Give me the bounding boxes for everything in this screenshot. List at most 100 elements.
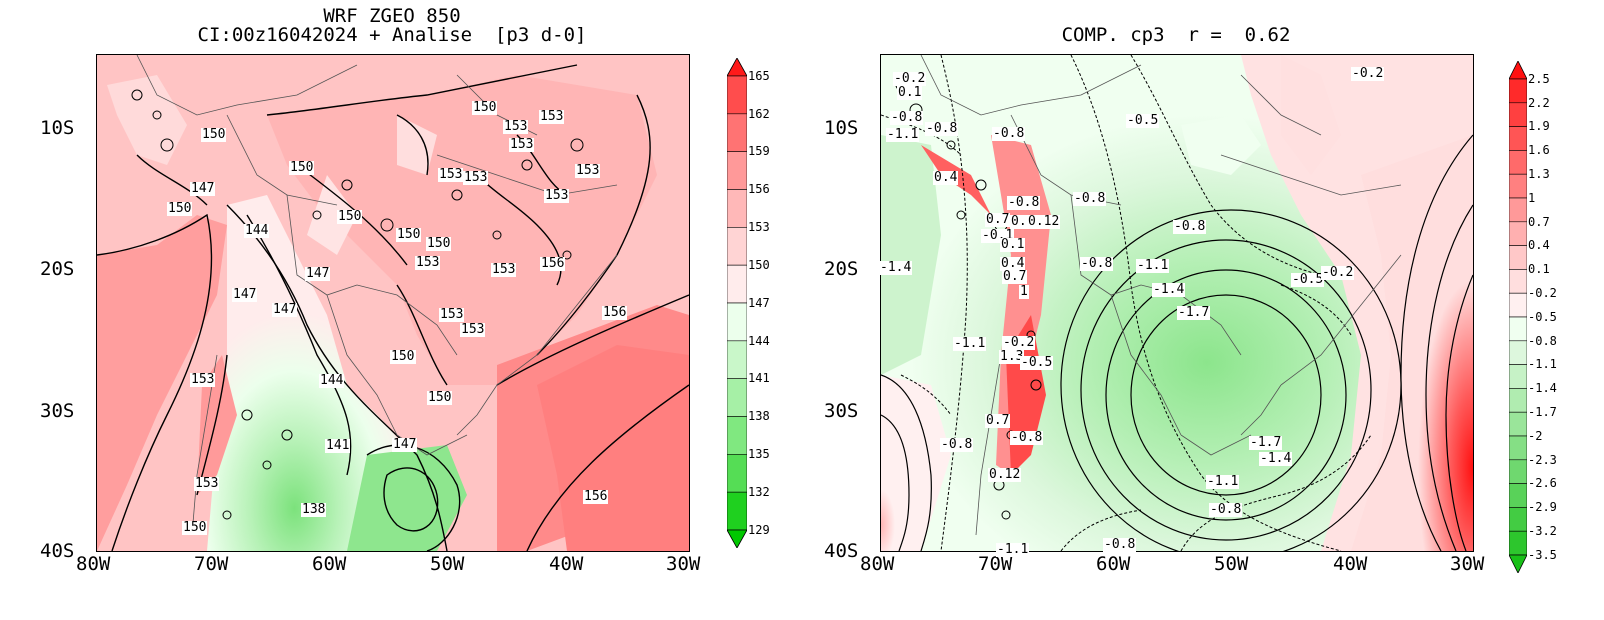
right-map-area	[880, 54, 1474, 552]
contour-label: 153	[190, 372, 216, 387]
right-x-tick-70w: 70W	[978, 553, 1013, 575]
right-x-tick-50w: 50W	[1214, 553, 1249, 575]
contour-label: 147	[305, 266, 331, 281]
contour-label: 0.7	[985, 413, 1011, 428]
colorbar-bottom-arrow	[1509, 554, 1527, 573]
contour-label: 1.3	[999, 349, 1025, 364]
contour-label: -0.2	[1321, 265, 1355, 280]
contour-label: 0.12	[1027, 214, 1061, 229]
colorbar-segment	[1509, 245, 1527, 270]
colorbar-top-arrow	[1509, 61, 1527, 80]
colorbar-bottom-arrow	[727, 529, 747, 548]
left-northwest-area	[107, 75, 187, 165]
contour-label: -1.4	[879, 260, 913, 275]
colorbar-segment	[727, 416, 747, 455]
colorbar-segment	[1509, 530, 1527, 556]
contour-label: 153	[503, 119, 529, 134]
contour-label: -1.7	[1249, 435, 1283, 450]
left-low-core	[347, 445, 467, 551]
colorbar-segment	[727, 491, 747, 531]
colorbar-segment	[727, 340, 747, 379]
colorbar-label: 1.3	[1528, 167, 1550, 181]
colorbar-label: -0.2	[1528, 286, 1557, 300]
contour-label: 1	[1019, 284, 1029, 299]
colorbar-label: 141	[748, 371, 770, 386]
contour-label: 147	[190, 181, 216, 196]
colorbar-label: -2.6	[1528, 476, 1557, 491]
contour-label: 150	[182, 520, 208, 535]
colorbar-segment	[727, 302, 747, 342]
contour-label: 147	[272, 302, 298, 317]
contour-label: -1.1	[1206, 474, 1240, 489]
contour-label: -1.7	[1177, 305, 1211, 320]
colorbar-label: -2	[1528, 428, 1543, 443]
contour-label: 0.1	[1000, 237, 1026, 252]
colorbar-segment	[1509, 292, 1527, 318]
right-map-fill	[881, 55, 1473, 551]
right-west-pacific	[881, 375, 951, 551]
colorbar-label: 147	[748, 295, 770, 310]
contour-label: -0.2	[1351, 66, 1385, 81]
colorbar-label: 129	[748, 522, 770, 537]
left-x-tick-60w: 60W	[312, 553, 347, 575]
contour-label: -1.1	[996, 542, 1030, 557]
contour-label: 150	[472, 100, 498, 115]
colorbar-label: 156	[748, 182, 770, 197]
contour-label: -0.8	[1007, 195, 1041, 210]
contour-label: 153	[439, 307, 465, 322]
contour-label: 147	[392, 437, 418, 452]
contour-label: -0.2	[1002, 335, 1036, 350]
colorbar-segment	[1509, 78, 1527, 104]
colorbar-label: -1.7	[1528, 405, 1557, 419]
contour-label: -0.8	[1173, 219, 1207, 234]
contour-label: 150	[337, 209, 363, 224]
colorbar-segment	[727, 378, 747, 417]
right-y-tick-10s: 10S	[824, 117, 859, 139]
contour-label: -0.8	[1080, 256, 1114, 271]
colorbar-label: -2.9	[1528, 500, 1557, 515]
contour-label: -1.1	[1136, 258, 1170, 273]
contour-label: 0.7	[985, 212, 1011, 227]
contour-label: 0.7	[1002, 269, 1028, 284]
colorbar-segment	[1509, 102, 1527, 127]
contour-label: 0.1	[897, 85, 923, 100]
contour-label: 153	[463, 170, 489, 185]
right-x-tick-30w: 30W	[1450, 553, 1485, 575]
contour-label: 0.4	[1000, 256, 1026, 271]
contour-label: 153	[415, 255, 441, 270]
colorbar-segment	[1509, 340, 1527, 365]
colorbar-segment	[727, 189, 747, 228]
left-x-tick-50w: 50W	[430, 553, 465, 575]
contour-label: -0.5	[1126, 113, 1160, 128]
right-contours	[881, 55, 1473, 551]
colorbar-segment	[1509, 388, 1527, 413]
contour-label: -0.8	[1073, 191, 1107, 206]
colorbar-label: 144	[748, 333, 770, 348]
colorbar-segment	[1509, 364, 1527, 389]
contour-label: 144	[319, 373, 345, 388]
contour-label: 153	[509, 137, 535, 152]
colorbar-segment	[1509, 507, 1527, 532]
colorbar-label: 0.1	[1528, 262, 1550, 277]
contour-label: 156	[583, 489, 609, 504]
left-map-area	[96, 54, 690, 552]
colorbar-label: 1.6	[1528, 143, 1550, 158]
left-title-line1: WRF ZGEO 850	[323, 5, 461, 27]
contour-label: -0.8	[992, 126, 1026, 141]
left-map-panel: WRF ZGEO 850 CI:00z16042024 + Analise [p…	[0, 0, 800, 620]
contour-label: 153	[539, 109, 565, 124]
left-contours	[97, 55, 689, 551]
left-x-tick-80w: 80W	[76, 553, 111, 575]
right-atlantic-anomaly	[1351, 135, 1473, 551]
colorbar-segment	[1509, 269, 1527, 294]
colorbar-segment	[1509, 173, 1527, 199]
contour-label: 153	[491, 262, 517, 277]
colorbar-label: 132	[748, 484, 770, 499]
colorbar-segment	[727, 454, 747, 493]
contour-label: -1.1	[886, 127, 920, 142]
contour-label: -0.8	[1010, 430, 1044, 445]
colorbar-label: 159	[748, 144, 770, 159]
contour-label: -0.8	[890, 110, 924, 125]
right-x-tick-60w: 60W	[1096, 553, 1131, 575]
contour-label: -0.5	[1020, 355, 1054, 370]
